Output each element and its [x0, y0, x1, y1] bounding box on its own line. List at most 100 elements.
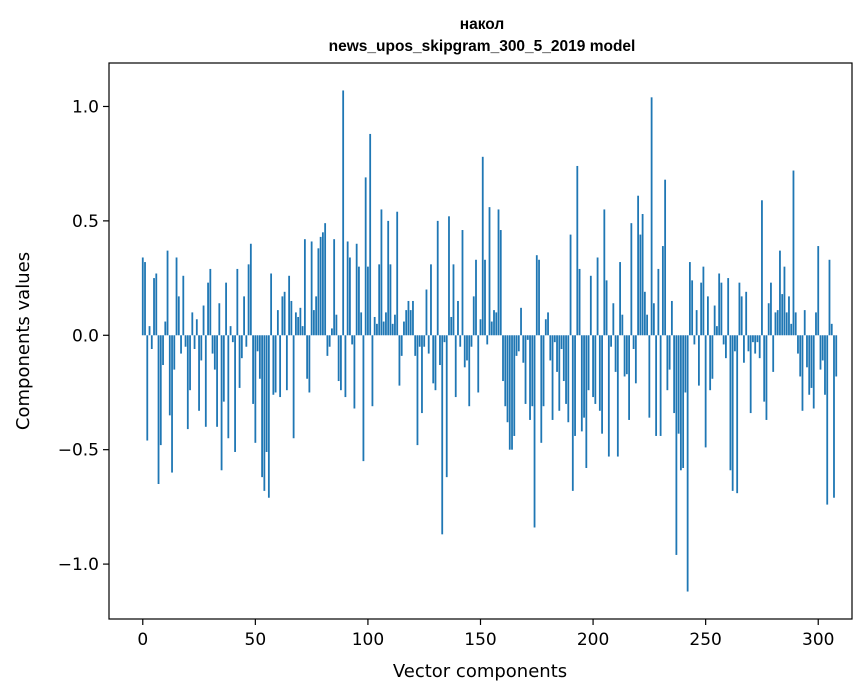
bar-component-16 — [177, 296, 180, 336]
bar-component-147 — [472, 296, 475, 336]
bar-component-0 — [141, 257, 144, 336]
bar-component-296 — [808, 335, 811, 395]
bar-component-69 — [297, 316, 300, 336]
bar-component-196 — [583, 335, 585, 418]
bar-component-165 — [513, 335, 516, 436]
bar-component-114 — [398, 335, 401, 386]
bar-component-62 — [281, 296, 284, 336]
bar-component-150 — [479, 319, 482, 336]
bar-component-213 — [621, 314, 624, 336]
bar-component-233 — [666, 335, 669, 391]
bar-component-113 — [396, 211, 399, 336]
bar-component-18 — [182, 275, 185, 336]
bar-component-237 — [675, 335, 678, 555]
x-tick-label: 250 — [689, 630, 721, 650]
x-tick-label: 100 — [352, 630, 384, 650]
bar-component-115 — [400, 335, 403, 356]
bar-component-167 — [517, 335, 520, 352]
bar-component-262 — [731, 335, 734, 491]
x-tick-label: 200 — [577, 630, 609, 650]
bar-component-95 — [355, 243, 358, 336]
bar-component-21 — [189, 335, 191, 391]
bar-component-128 — [430, 264, 432, 336]
bar-component-170 — [524, 335, 527, 404]
bar-component-132 — [439, 335, 441, 366]
bar-component-221 — [639, 234, 642, 336]
bar-component-40 — [231, 335, 234, 343]
bar-component-120 — [412, 300, 414, 336]
bar-component-29 — [207, 282, 209, 336]
bar-component-176 — [538, 259, 540, 336]
bar-component-37 — [225, 282, 227, 336]
bar-component-295 — [806, 335, 808, 368]
bar-component-248 — [700, 282, 703, 336]
bar-component-201 — [594, 335, 597, 404]
bar-component-92 — [349, 257, 351, 336]
bar-component-99 — [364, 177, 367, 336]
bar-component-104 — [376, 323, 378, 336]
bar-component-24 — [195, 319, 198, 336]
bar-component-28 — [204, 335, 207, 427]
bar-component-49 — [252, 335, 254, 404]
bar-component-188 — [565, 335, 567, 404]
bar-component-173 — [531, 335, 534, 407]
bar-component-209 — [612, 303, 615, 336]
bar-component-171 — [526, 335, 529, 340]
bar-component-27 — [202, 305, 205, 336]
bar-component-251 — [707, 296, 709, 336]
bar-component-272 — [754, 335, 757, 354]
bar-component-166 — [515, 335, 518, 356]
bar-component-52 — [258, 335, 261, 379]
bar-component-83 — [328, 335, 331, 347]
bar-component-89 — [342, 90, 345, 336]
bar-component-307 — [833, 335, 835, 498]
bar-component-212 — [619, 262, 621, 336]
bar-component-204 — [601, 335, 603, 434]
bar-component-65 — [288, 275, 291, 336]
bar-component-58 — [272, 335, 275, 395]
bar-component-140 — [457, 300, 459, 336]
bar-component-82 — [326, 335, 329, 356]
bar-component-261 — [729, 335, 732, 471]
bar-component-184 — [556, 335, 558, 372]
bar-component-180 — [547, 312, 549, 336]
bar-component-36 — [222, 335, 225, 402]
bar-component-303 — [824, 335, 826, 395]
bar-component-269 — [747, 335, 750, 352]
bar-component-255 — [716, 326, 718, 336]
bar-component-39 — [229, 326, 232, 336]
bar-component-253 — [711, 335, 714, 379]
y-tick-label: 0.5 — [72, 212, 99, 232]
bar-component-53 — [261, 335, 263, 478]
bar-component-229 — [657, 268, 660, 336]
bar-component-264 — [736, 335, 739, 494]
bar-component-247 — [698, 335, 700, 386]
bar-component-5 — [153, 278, 155, 336]
bar-component-279 — [770, 282, 772, 336]
bar-component-79 — [319, 236, 322, 336]
bar-component-197 — [585, 335, 588, 468]
bar-component-47 — [247, 264, 250, 336]
bar-component-265 — [738, 282, 741, 336]
bar-component-183 — [553, 335, 556, 343]
bar-component-164 — [511, 335, 513, 450]
x-tick-label: 300 — [802, 630, 834, 650]
y-tick-label: −1.0 — [58, 555, 99, 575]
bar-component-216 — [628, 335, 630, 420]
bar-component-160 — [502, 335, 504, 382]
bar-component-54 — [263, 335, 266, 491]
bar-component-8 — [159, 335, 162, 446]
bar-component-138 — [452, 264, 455, 336]
bar-component-81 — [324, 223, 327, 336]
bar-component-1 — [144, 262, 146, 336]
bar-component-25 — [198, 335, 200, 411]
bar-component-103 — [373, 316, 376, 336]
bar-component-270 — [749, 335, 752, 414]
bar-component-163 — [508, 335, 511, 450]
bar-component-86 — [335, 314, 338, 336]
bar-component-190 — [569, 234, 572, 336]
bar-component-122 — [416, 335, 419, 446]
bar-component-143 — [463, 335, 466, 368]
bar-component-100 — [367, 266, 369, 336]
bar-component-268 — [745, 291, 748, 336]
